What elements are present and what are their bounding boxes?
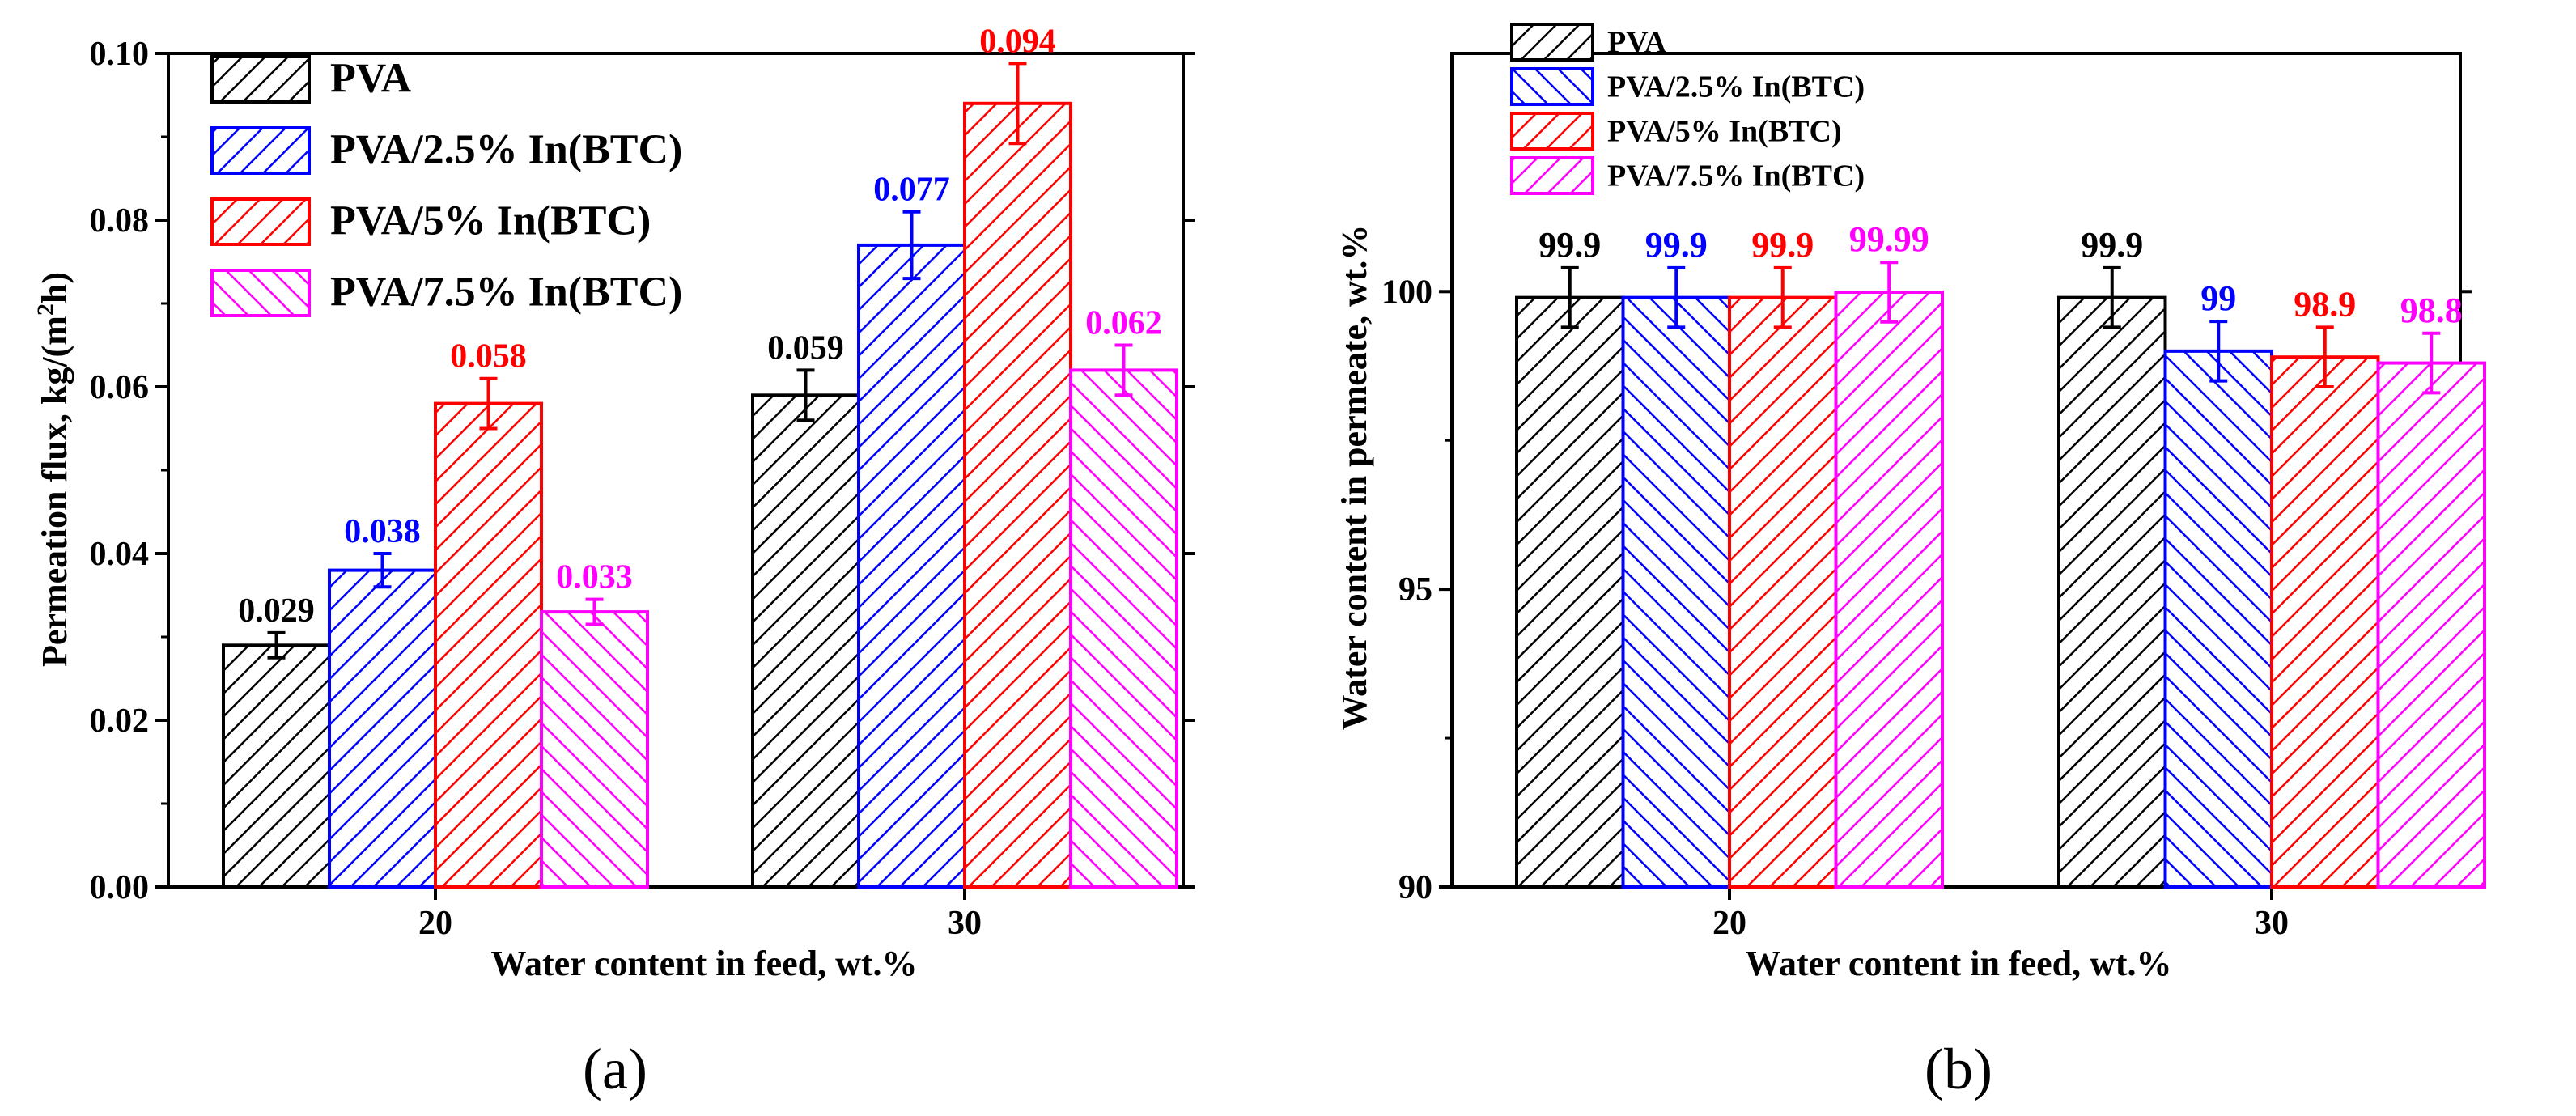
x-tick-label: 30 [948,905,982,942]
y-tick-label: 95 [1398,571,1432,609]
legend-swatch [210,197,311,246]
y-tick-label: 0.00 [90,869,150,906]
bar [1728,295,1838,889]
legend-swatch [1510,156,1594,195]
data-label: 0.094 [979,23,1056,60]
bar [328,568,437,889]
x-tick-label: 30 [2255,905,2289,942]
bar [540,610,649,889]
y-tick-label: 100 [1381,274,1432,311]
legend-swatch [210,269,311,317]
bar [2057,295,2167,889]
y-axis-label-a: Permeation flux, kg/(m2h) [32,272,75,667]
legend-swatch [210,126,311,175]
bar [1834,291,1944,889]
y-tick-label: 0.08 [90,202,150,240]
y-tick-label: 0.04 [90,536,150,573]
data-label: 0.062 [1085,305,1162,342]
bar [1515,295,1625,889]
data-label: 99.9 [1645,225,1708,265]
legend-label: PVA/2.5% In(BTC) [1607,70,1865,104]
panel-label-b: (b) [1925,1037,1992,1101]
data-label: 0.033 [556,559,633,596]
data-label: 99.99 [1849,219,1929,259]
legend-label: PVA [1607,25,1667,59]
data-label: 0.077 [873,172,950,209]
data-label: 99.9 [1538,225,1601,265]
y-tick-label: 0.02 [90,702,150,740]
bar [2270,355,2380,889]
data-label: 98.9 [2294,284,2356,324]
legend-swatch [210,55,311,104]
legend-label: PVA [330,56,412,102]
panel-label-a: (a) [583,1037,647,1101]
bar [1069,368,1178,889]
data-label: 99.9 [1751,225,1814,265]
legend-label: PVA/5% In(BTC) [1607,114,1842,148]
chart-panel-b: 90 95 100 20 30 99.9 99.9 99.9 99.99 99.9 99 98.9… [1335,23,2486,1101]
data-label: 99.9 [2081,225,2143,265]
legend-swatch [1510,112,1594,151]
data-label: 99 [2200,278,2236,318]
legend-label: PVA/2.5% In(BTC) [330,127,682,173]
bar [2376,361,2486,889]
chart-panel-a: 0.00 0.02 0.04 0.06 0.08 0.10 20 30 0.029 0.038… [32,23,1195,1101]
y-tick-label: 0.10 [90,36,150,73]
bar [1621,295,1731,889]
y-axis-label-a-prefix: Permeation flux, kg/(m [35,316,74,667]
x-axis-label-a: Water content in feed, wt.% [490,944,917,983]
legend-swatch [1510,23,1594,62]
data-label: 0.038 [344,513,421,550]
y-tick-label: 90 [1398,869,1432,906]
legend-label: PVA/5% In(BTC) [330,198,651,244]
y-tick-label: 0.06 [90,369,150,406]
bar [2163,349,2273,889]
data-label: 0.059 [767,329,844,367]
legend-label: PVA/7.5% In(BTC) [330,269,682,316]
data-label: 98.8 [2400,291,2463,330]
bar [751,393,860,889]
legend-label: PVA/7.5% In(BTC) [1607,159,1865,193]
data-label: 0.058 [450,338,527,376]
x-tick-label: 20 [1712,905,1746,942]
y-axis-label-b: Water content in permeate, wt.% [1335,225,1374,731]
bar [434,401,543,889]
y-axis-label-a-sup: 2 [32,303,59,316]
y-axis-label-a-suffix: h) [35,272,74,303]
x-axis-label-b: Water content in feed, wt.% [1745,944,2171,983]
bar [857,243,966,889]
bar [963,101,1072,889]
x-tick-label: 20 [418,905,452,942]
data-label: 0.029 [238,592,315,630]
bar [222,643,331,889]
legend-swatch [1510,67,1594,106]
